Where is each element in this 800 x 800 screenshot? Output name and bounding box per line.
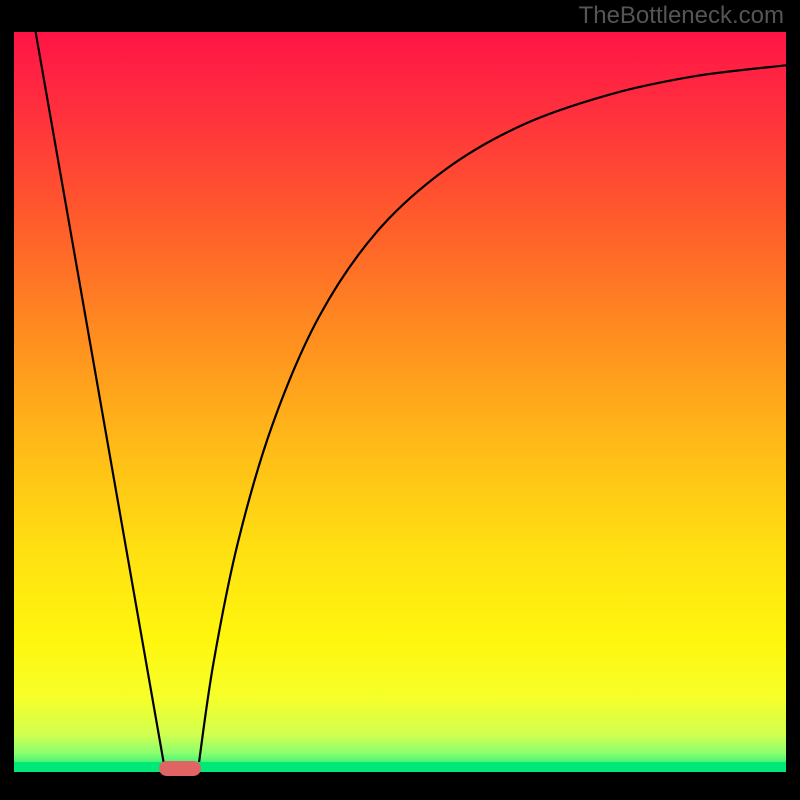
- curve-left-branch: [36, 32, 166, 772]
- watermark-text: TheBottleneck.com: [579, 2, 784, 30]
- curve-right-branch: [198, 65, 786, 772]
- outer-frame: [0, 0, 800, 800]
- bottleneck-marker: [159, 761, 201, 776]
- curve-layer: [14, 32, 786, 772]
- green-band: [14, 762, 786, 772]
- plot-area: [14, 32, 786, 772]
